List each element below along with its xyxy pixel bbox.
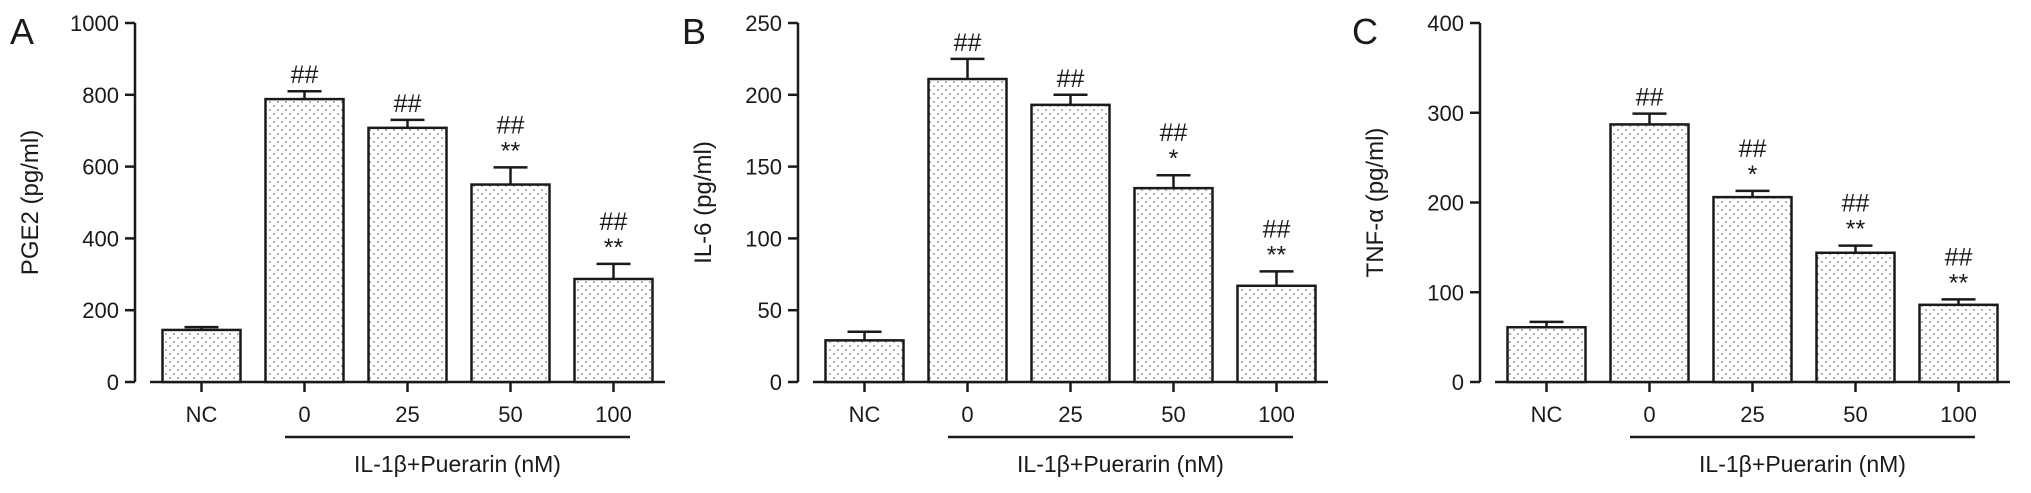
significance-label: ##	[394, 90, 422, 118]
y-axis-label: IL-6 (pg/ml)	[690, 141, 717, 264]
panel-letter: B	[682, 11, 706, 52]
significance-label: **	[501, 137, 521, 165]
significance-label: ##	[600, 208, 628, 236]
x-tick-label: 100	[1258, 402, 1295, 427]
y-tick-label: 200	[82, 298, 119, 323]
panel-B: B IL-6 (pg/ml) 0 50 100 150 200 250 NC 0 ## 25 ## 50 *…	[682, 11, 1328, 477]
x-tick-label: NC	[186, 402, 218, 427]
bar	[1030, 103, 1111, 384]
y-axis-label: TNF-α (pg/ml)	[1362, 128, 1389, 278]
x-tick-label: 100	[595, 402, 632, 427]
significance-label: ##	[1263, 215, 1291, 243]
bar	[824, 339, 905, 384]
y-tick-label: 100	[1427, 280, 1464, 305]
y-tick-label: 600	[82, 155, 119, 180]
significance-label: ##	[1160, 119, 1188, 147]
y-tick-label: 800	[82, 83, 119, 108]
significance-label: *	[1748, 161, 1758, 189]
x-tick-label: 50	[1843, 402, 1867, 427]
group-label: IL-1β+Puerarin (nM)	[1017, 451, 1224, 477]
bar	[927, 77, 1008, 384]
y-tick-label: 200	[745, 83, 782, 108]
significance-label: ##	[1945, 243, 1973, 271]
significance-label: ##	[291, 61, 319, 89]
x-tick-label: 0	[298, 402, 310, 427]
y-tick-label: 250	[745, 11, 782, 36]
significance-label: ##	[1842, 190, 1870, 218]
significance-label: ##	[1057, 65, 1085, 93]
significance-label: **	[1949, 269, 1969, 297]
significance-label: *	[1169, 145, 1179, 173]
y-tick-label: 50	[758, 298, 782, 323]
bar	[161, 328, 242, 384]
y-tick-label: 1000	[70, 11, 119, 36]
significance-label: ##	[1739, 135, 1767, 163]
bar	[367, 126, 448, 384]
x-tick-label: 50	[498, 402, 522, 427]
bar	[1815, 251, 1896, 384]
significance-label: ##	[1636, 84, 1664, 112]
group-label: IL-1β+Puerarin (nM)	[354, 451, 561, 477]
x-tick-label: 50	[1161, 402, 1185, 427]
x-tick-label: 25	[1740, 402, 1764, 427]
panel-letter: A	[10, 11, 34, 52]
bar	[470, 183, 551, 384]
significance-label: **	[604, 234, 624, 262]
x-tick-label: 0	[1643, 402, 1655, 427]
panel-letter: C	[1352, 11, 1378, 52]
significance-label: **	[1267, 241, 1287, 269]
y-tick-label: 150	[745, 155, 782, 180]
y-tick-label: 0	[770, 370, 782, 395]
bar	[1918, 303, 1999, 384]
bar	[1133, 186, 1214, 384]
y-tick-label: 300	[1427, 101, 1464, 126]
bar	[1609, 123, 1690, 384]
bar	[1236, 284, 1317, 384]
bar	[264, 97, 345, 384]
x-tick-label: 25	[1058, 402, 1082, 427]
significance-label: ##	[954, 29, 982, 57]
bar	[573, 277, 654, 384]
y-tick-label: 100	[745, 226, 782, 251]
x-tick-label: 25	[395, 402, 419, 427]
x-tick-label: 100	[1940, 402, 1977, 427]
y-tick-label: 400	[1427, 11, 1464, 36]
x-tick-label: NC	[849, 402, 881, 427]
significance-label: ##	[497, 111, 525, 139]
significance-label: **	[1846, 216, 1866, 244]
y-axis-label: PGE2 (pg/ml)	[17, 130, 44, 275]
y-tick-label: 0	[1452, 370, 1464, 395]
bar	[1506, 326, 1587, 384]
x-tick-label: NC	[1531, 402, 1563, 427]
x-tick-label: 0	[961, 402, 973, 427]
group-label: IL-1β+Puerarin (nM)	[1699, 451, 1906, 477]
y-tick-label: 200	[1427, 191, 1464, 216]
y-tick-label: 0	[107, 370, 119, 395]
panel-A: A PGE2 (pg/ml) 0 200 400 600 800 1000 NC 0 ## 25 ## 5…	[10, 11, 665, 477]
bar	[1712, 195, 1793, 384]
y-tick-label: 400	[82, 226, 119, 251]
